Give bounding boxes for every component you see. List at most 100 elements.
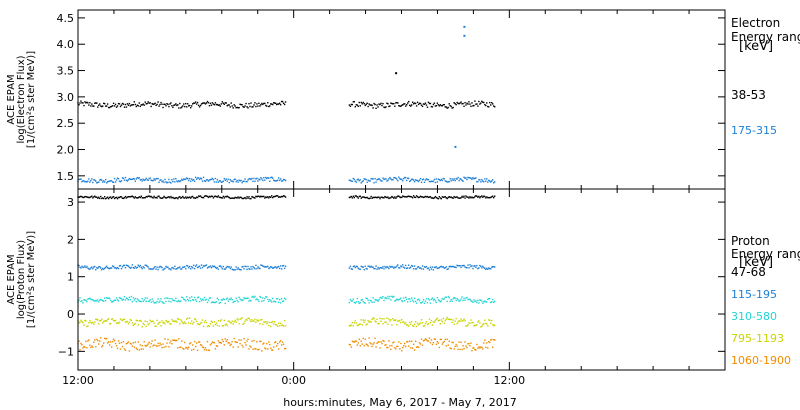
- data-point: [410, 320, 413, 323]
- data-point: [462, 196, 464, 199]
- data-point: [406, 298, 408, 301]
- data-point: [129, 342, 132, 345]
- data-point: [112, 338, 115, 341]
- data-point: [460, 197, 462, 199]
- data-point: [470, 197, 472, 199]
- data-point: [395, 102, 397, 104]
- data-point: [270, 266, 272, 268]
- data-point: [239, 103, 241, 106]
- data-point: [273, 346, 275, 348]
- data-point: [129, 178, 132, 180]
- data-point: [372, 343, 374, 345]
- data-point: [225, 102, 227, 104]
- data-point: [180, 197, 182, 199]
- data-point: [147, 300, 149, 303]
- data-point: [380, 102, 382, 105]
- data-point: [451, 300, 453, 302]
- data-point: [91, 322, 93, 324]
- data-point: [169, 197, 171, 199]
- data-point: [419, 102, 422, 105]
- data-point: [417, 346, 420, 348]
- data-point: [370, 300, 372, 302]
- data-point: [408, 180, 411, 183]
- data-point: [204, 264, 207, 267]
- data-point: [230, 180, 232, 182]
- data-point: [426, 195, 429, 198]
- x-tick-label: 0:00: [281, 374, 306, 387]
- data-point: [252, 196, 254, 198]
- data-point: [185, 300, 187, 302]
- data-point: [381, 196, 383, 198]
- data-point: [212, 197, 215, 199]
- data-point: [209, 178, 212, 181]
- data-point: [163, 346, 165, 348]
- proton-panel-marks: [77, 195, 496, 352]
- data-point: [140, 300, 142, 303]
- data-point: [103, 102, 106, 105]
- data-point: [267, 195, 269, 198]
- data-point: [121, 266, 124, 268]
- data-point: [458, 179, 460, 182]
- data-point: [489, 341, 491, 344]
- data-point: [138, 177, 140, 179]
- data-point: [407, 345, 410, 347]
- data-point: [387, 103, 389, 105]
- data-point: [167, 266, 169, 268]
- data-point: [348, 179, 351, 181]
- data-point: [455, 299, 457, 302]
- data-point: [185, 347, 187, 349]
- data-point: [126, 196, 129, 198]
- data-point: [400, 178, 402, 181]
- data-point: [465, 325, 467, 327]
- data-point: [401, 104, 403, 107]
- data-point: [110, 301, 113, 303]
- data-point: [130, 266, 133, 269]
- data-point: [222, 340, 225, 343]
- data-point: [136, 104, 139, 106]
- data-point: [131, 195, 134, 197]
- data-point: [396, 102, 398, 104]
- data-point: [264, 297, 266, 300]
- data-point: [241, 344, 243, 347]
- data-point: [234, 105, 236, 107]
- data-point: [356, 196, 358, 198]
- data-point: [407, 177, 409, 179]
- data-point: [184, 341, 186, 344]
- data-point: [225, 178, 227, 180]
- data-point: [257, 105, 259, 107]
- data-point: [419, 322, 422, 324]
- data-point: [437, 198, 440, 200]
- data-point: [213, 181, 216, 183]
- data-point: [281, 180, 284, 182]
- data-point: [394, 196, 396, 198]
- data-point: [147, 343, 149, 345]
- data-point: [144, 179, 146, 181]
- data-point: [79, 178, 81, 181]
- data-point: [250, 320, 252, 323]
- data-point: [205, 298, 208, 301]
- data-point: [225, 196, 227, 198]
- data-point: [88, 268, 90, 270]
- data-point: [470, 300, 472, 302]
- data-point: [172, 180, 174, 183]
- data-point: [156, 197, 158, 199]
- data-point: [479, 179, 481, 181]
- data-point: [474, 264, 476, 267]
- data-point: [133, 323, 136, 325]
- data-point: [245, 180, 247, 183]
- data-point: [147, 101, 149, 103]
- data-point: [470, 342, 472, 344]
- data-point: [190, 320, 193, 322]
- data-point: [153, 195, 155, 198]
- data-point: [231, 320, 233, 322]
- data-point: [142, 322, 144, 325]
- data-point: [112, 265, 115, 268]
- data-point: [105, 297, 108, 299]
- data-point: [160, 179, 162, 181]
- data-point: [184, 105, 186, 108]
- data-point: [361, 343, 363, 345]
- data-point: [255, 321, 257, 324]
- data-point: [200, 344, 203, 346]
- data-point: [98, 196, 100, 199]
- data-point: [428, 299, 431, 301]
